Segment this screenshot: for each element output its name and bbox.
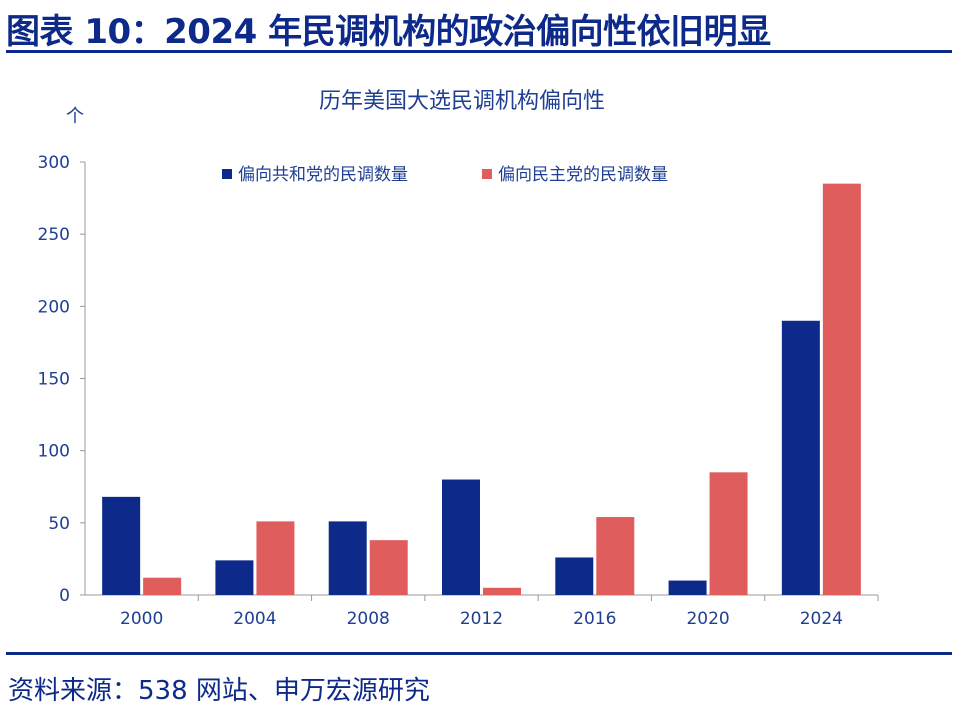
bar-democrat-2004 (256, 521, 295, 595)
legend-label: 偏向共和党的民调数量 (238, 165, 408, 185)
x-tick-label: 2000 (120, 609, 163, 629)
bar-republican-2008 (328, 521, 367, 595)
x-tick-label: 2008 (347, 609, 390, 629)
x-tick-label: 2012 (460, 609, 503, 629)
bar-democrat-2012 (483, 587, 521, 595)
bar-republican-2024 (781, 320, 820, 595)
y-tick-label: 50 (48, 514, 70, 534)
x-tick-label: 2016 (573, 609, 616, 629)
bar-democrat-2020 (709, 472, 748, 595)
x-tick-label: 2004 (233, 609, 276, 629)
y-axis-unit: 个 (66, 106, 84, 127)
x-tick-label: 2024 (800, 609, 843, 629)
chart-title: 历年美国大选民调机构偏向性 (319, 89, 605, 114)
legend-swatch (222, 169, 232, 179)
bar-democrat-2024 (822, 183, 861, 595)
figure-title: 图表 10：2024 年民调机构的政治偏向性依旧明显 (6, 12, 771, 52)
y-tick-label: 300 (38, 153, 70, 173)
title-divider (6, 50, 952, 53)
bar-republican-2012 (442, 479, 480, 595)
y-tick-label: 250 (38, 225, 70, 245)
legend-label: 偏向民主党的民调数量 (498, 165, 668, 185)
bar-republican-2016 (555, 557, 594, 595)
footer-divider (6, 652, 952, 655)
y-tick-label: 0 (59, 586, 70, 606)
y-tick-label: 200 (38, 297, 70, 317)
y-tick-label: 150 (38, 370, 70, 390)
bar-democrat-2016 (596, 517, 635, 595)
bar-democrat-2000 (143, 577, 182, 595)
bar-republican-2004 (215, 560, 254, 595)
y-tick-label: 100 (38, 442, 70, 462)
bar-democrat-2008 (369, 540, 408, 595)
bar-republican-2000 (102, 496, 141, 595)
bar-republican-2020 (668, 580, 707, 595)
source-note: 资料来源：538 网站、申万宏源研究 (8, 676, 430, 706)
x-tick-label: 2020 (686, 609, 729, 629)
legend-swatch (482, 169, 492, 179)
